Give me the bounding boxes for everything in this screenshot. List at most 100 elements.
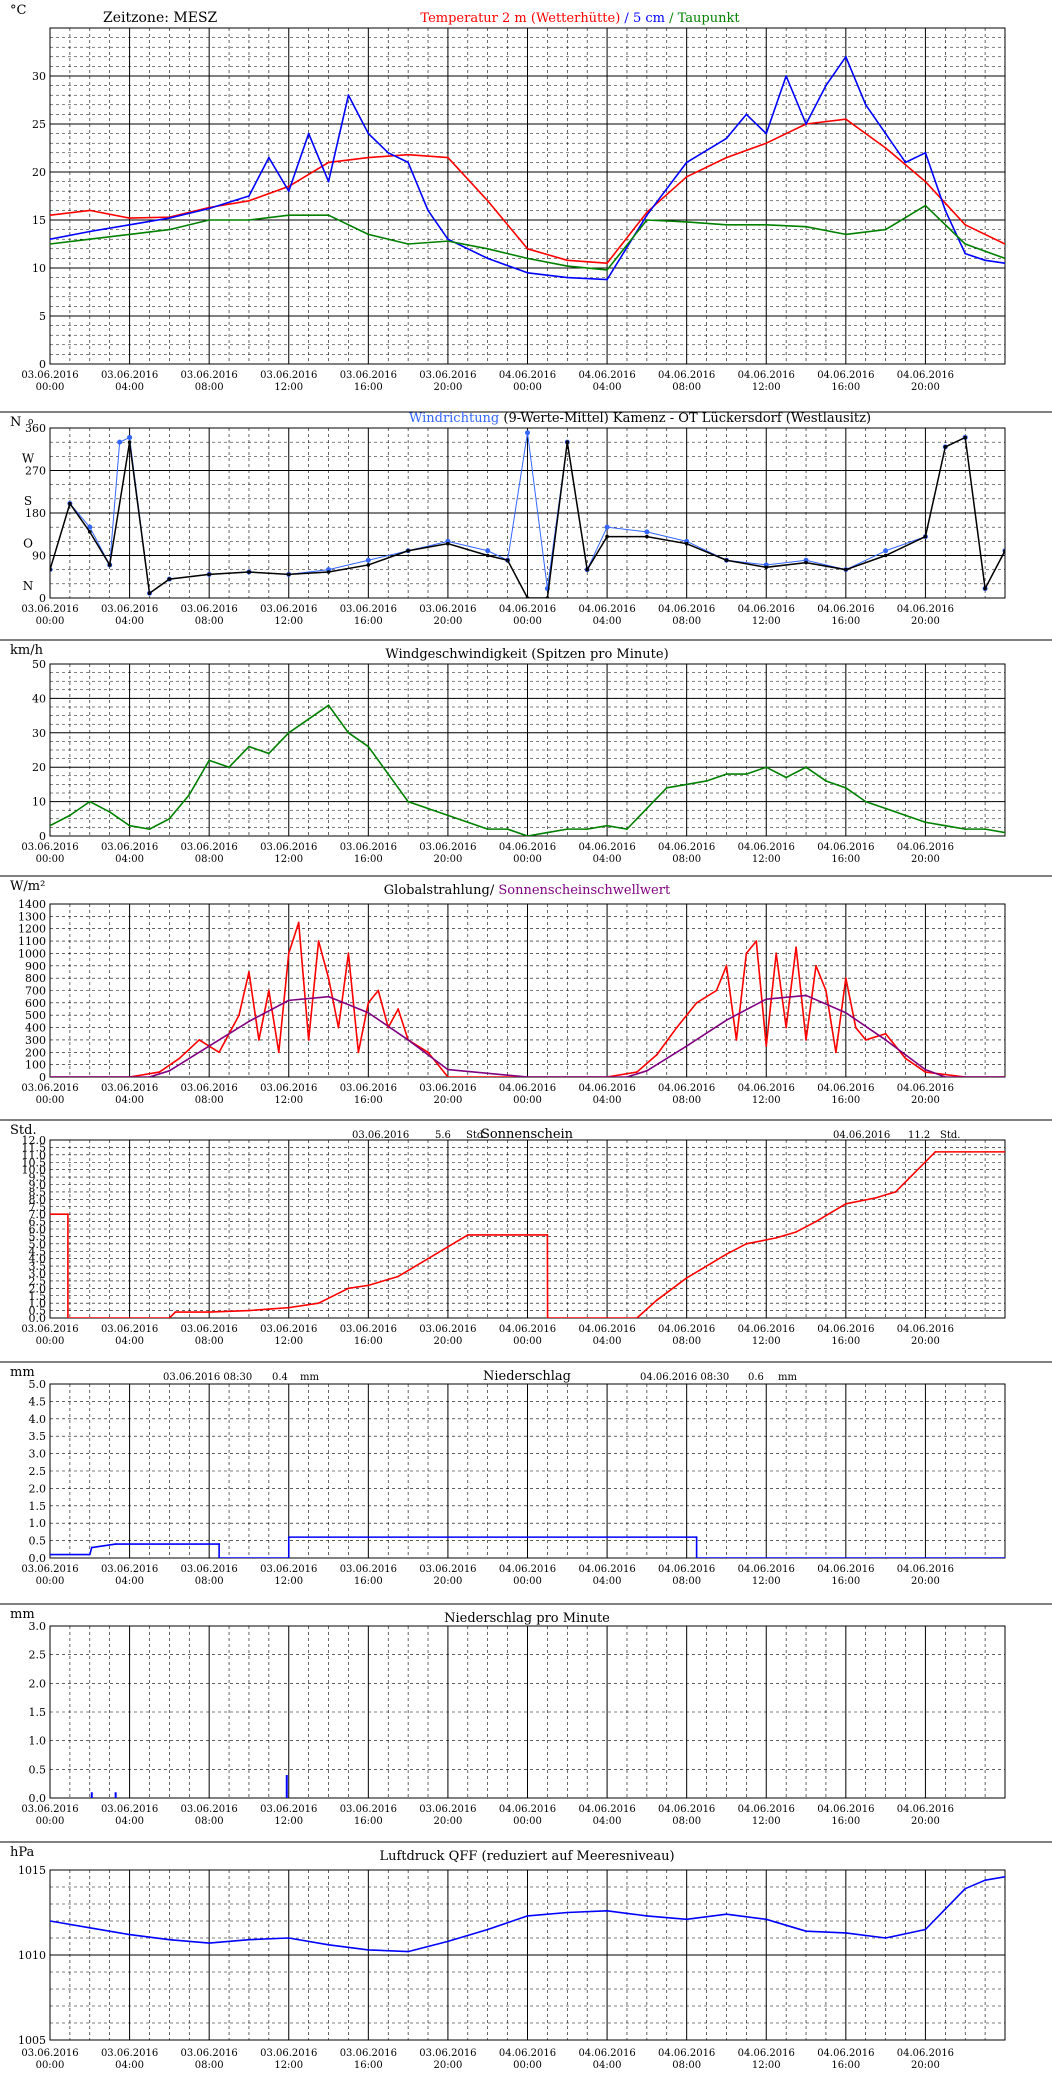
data-point: [884, 147, 887, 149]
x-date-label: 03.06.2016: [181, 604, 238, 615]
data-point: [825, 780, 827, 782]
x-time-label: 08:00: [195, 1095, 224, 1106]
x-time-label: 16:00: [831, 854, 860, 865]
data-point: [964, 828, 967, 831]
x-time-label: 00:00: [36, 1576, 65, 1587]
x-date-label: 04.06.2016: [817, 1564, 874, 1575]
y-tick-label: 4.5: [29, 1245, 47, 1258]
panel-radiation: 0100200300400500600700800900100011001200…: [0, 875, 1052, 1106]
data-point: [825, 989, 827, 992]
x-date-label: 03.06.2016: [419, 1804, 476, 1815]
x-date-label: 03.06.2016: [260, 1564, 317, 1575]
data-point: [506, 828, 509, 831]
data-point: [984, 828, 987, 831]
x-time-label: 00:00: [513, 1576, 542, 1587]
panel-title: Windrichtung (9-Werte-Mittel) Kamenz - O…: [409, 411, 871, 426]
data-point: [566, 1911, 569, 1914]
data-point: [844, 233, 847, 236]
data-point: [695, 1557, 698, 1558]
data-point: [815, 1220, 817, 1223]
y-tick-label: 30: [32, 70, 46, 83]
y-tick-label: 9.0: [29, 1179, 47, 1192]
data-point: [407, 153, 410, 156]
data-point: [287, 952, 290, 955]
data-point: [645, 219, 648, 221]
data-point: [327, 180, 330, 183]
x-time-label: 12:00: [274, 1816, 303, 1827]
data-point: [174, 1311, 177, 1313]
y-tick-label: 1.0: [29, 1735, 47, 1748]
data-point: [606, 278, 608, 281]
x-date-label: 04.06.2016: [499, 604, 556, 615]
y-tick-label: 30: [32, 727, 46, 740]
x-time-label: 08:00: [672, 1576, 701, 1587]
data-point: [685, 1277, 688, 1279]
title-part: Sonnenscheinschwellwert: [498, 883, 671, 898]
x-date-label: 03.06.2016: [101, 1564, 158, 1575]
day-total-value: 0.4: [272, 1372, 288, 1383]
data-point: [785, 75, 788, 77]
title-part: Globalstrahlung/: [384, 883, 499, 898]
data-point: [805, 766, 807, 769]
y-tick-label: 0.0: [29, 1792, 47, 1805]
data-point: [307, 1039, 310, 1041]
x-time-label: 12:00: [274, 1095, 303, 1106]
data-point: [805, 225, 807, 228]
data-point: [655, 1053, 658, 1056]
y-tick-label: 4.0: [29, 1253, 47, 1266]
x-date-label: 03.06.2016: [260, 370, 317, 381]
data-point: [705, 780, 708, 782]
y-tick-label: 3.5: [29, 1260, 47, 1273]
x-time-label: 20:00: [434, 854, 463, 865]
x-time-label: 20:00: [911, 1576, 940, 1587]
data-point: [815, 964, 817, 967]
x-time-label: 04:00: [593, 616, 622, 627]
title-part: Windgeschwindigkeit (Spitzen pro Minute): [385, 647, 668, 662]
series-temperature-2: [50, 204, 1005, 271]
x-time-label: 16:00: [831, 1576, 860, 1587]
x-time-label: 00:00: [513, 1336, 542, 1347]
x-time-label: 04:00: [115, 2060, 144, 2071]
data-point: [367, 132, 370, 135]
y-tick-label: 200: [25, 1046, 46, 1059]
data-point: [655, 1299, 658, 1302]
data-point: [486, 1928, 489, 1931]
data-point: [645, 807, 648, 810]
x-date-label: 04.06.2016: [658, 370, 715, 381]
x-date-label: 04.06.2016: [897, 2048, 954, 2059]
x-date-label: 04.06.2016: [817, 1804, 874, 1815]
data-point: [1004, 1076, 1005, 1077]
title-part: 5 cm: [633, 11, 665, 26]
x-time-label: 16:00: [831, 2060, 860, 2071]
data-point: [984, 259, 987, 262]
data-point: [685, 221, 688, 223]
data-point: [168, 1317, 171, 1318]
x-time-label: 12:00: [752, 382, 781, 393]
y-tick-label: 5: [39, 310, 46, 323]
data-point: [725, 223, 728, 226]
y-tick-label: 10.0: [22, 1164, 47, 1177]
y-tick-label: 0.0: [29, 1552, 47, 1565]
data-point: [546, 831, 549, 834]
y-tick-label: 3.0: [29, 1620, 47, 1633]
data-point: [566, 276, 569, 279]
x-date-label: 04.06.2016: [658, 1804, 715, 1815]
data-point: [546, 1317, 549, 1318]
x-date-label: 04.06.2016: [658, 1324, 715, 1335]
x-date-label: 04.06.2016: [897, 1324, 954, 1335]
day-total-value: 11.2: [908, 1130, 930, 1141]
x-date-label: 04.06.2016: [658, 842, 715, 853]
panel-title: Globalstrahlung/ Sonnenscheinschwellwert: [384, 883, 671, 898]
x-date-label: 03.06.2016: [340, 604, 397, 615]
data-point: [924, 204, 927, 207]
data-point: [486, 828, 489, 831]
y-tick-label: 8.5: [29, 1186, 47, 1199]
y-tick-label: 2.5: [29, 1649, 47, 1662]
title-part: Sonnenschein: [481, 1127, 574, 1142]
data-point: [884, 1937, 887, 1939]
x-date-label: 04.06.2016: [499, 1804, 556, 1815]
x-date-label: 04.06.2016: [499, 1083, 556, 1094]
x-date-label: 04.06.2016: [738, 370, 795, 381]
data-point: [864, 103, 867, 106]
